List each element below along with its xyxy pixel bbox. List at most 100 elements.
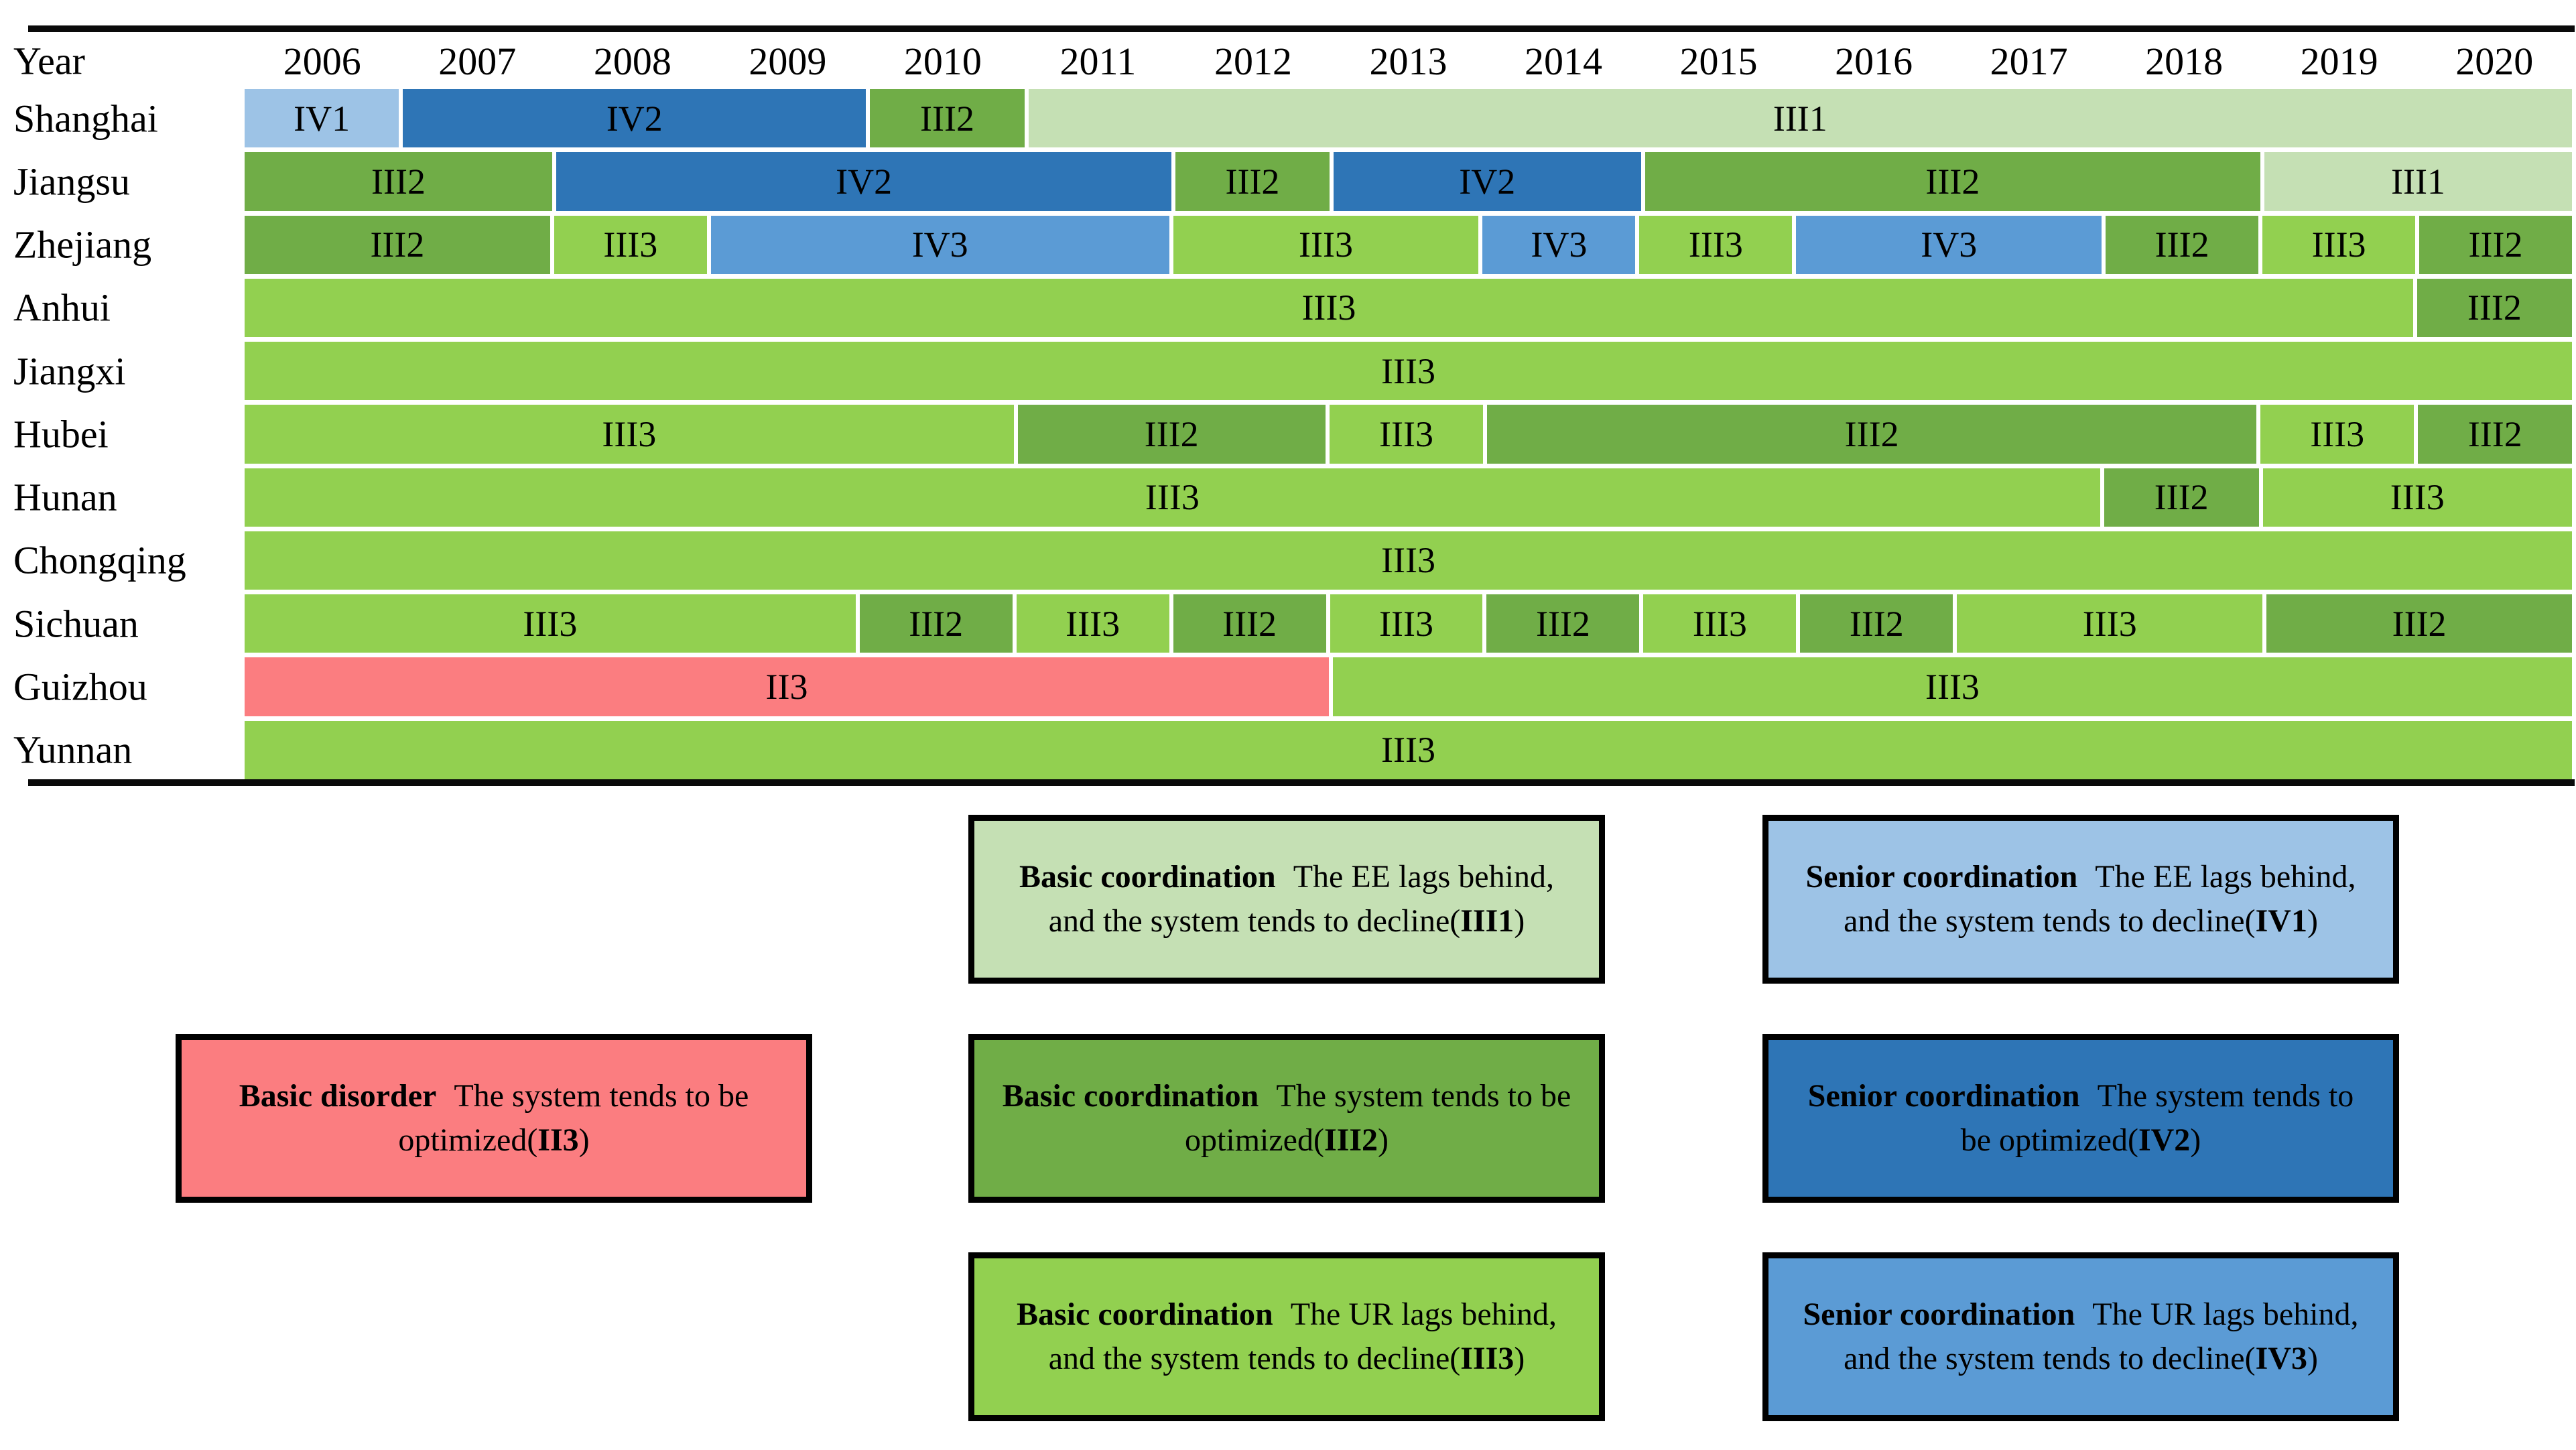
province-rows: Shanghai IV1 IV2 III2 III1 Jiangsu III2 IV2 III2… bbox=[0, 89, 2576, 779]
legend-desc-iii2: The system tends to be optimized( bbox=[1185, 1077, 1571, 1158]
province-row-hubei: Hubei III3 III2 III3 III2 III3 III2 bbox=[0, 405, 2576, 464]
legend-close-iii2: ) bbox=[1378, 1122, 1389, 1158]
province-row-hunan: Hunan III3 III2 III3 bbox=[0, 468, 2576, 527]
segment-jiangsu-iii2-2015: III2 bbox=[1645, 152, 2260, 211]
year-tick-2008: 2008 bbox=[593, 39, 671, 83]
segment-sichuan-iii3-2011: III3 bbox=[1016, 594, 1169, 653]
segment-jiangsu-iv2-2013: IV2 bbox=[1333, 152, 1641, 211]
segment-zhejiang-iii3-2008: III3 bbox=[554, 215, 707, 274]
legend-code-iv1: IV1 bbox=[2255, 903, 2307, 939]
province-track-chongqing: III3 bbox=[245, 531, 2572, 590]
province-row-sichuan: Sichuan III3 III2 III3 III2 III3 III2 III3 III2 I… bbox=[0, 594, 2576, 653]
year-axis-ticks: 2006 2007 2008 2009 2010 2011 2012 2013 2014 2015… bbox=[245, 35, 2572, 87]
year-tick-2016: 2016 bbox=[1835, 39, 1913, 83]
legend-code-iii1: III1 bbox=[1460, 903, 1515, 939]
province-row-guizhou: Guizhou II3 III3 bbox=[0, 657, 2576, 716]
legend-code-iii3: III3 bbox=[1460, 1341, 1515, 1376]
segment-hubei-iii2-2011: III2 bbox=[1017, 405, 1326, 464]
year-tick-2019: 2019 bbox=[2300, 39, 2378, 83]
segment-shanghai-iv1-2006: IV1 bbox=[245, 89, 399, 148]
legend-desc-iv1: The EE lags behind, and the system tends… bbox=[1844, 858, 2356, 939]
year-tick-2013: 2013 bbox=[1369, 39, 1447, 83]
province-label-hubei: Hubei bbox=[13, 412, 109, 456]
segment-jiangsu-iii2-2006: III2 bbox=[245, 152, 553, 211]
province-track-guizhou: II3 III3 bbox=[245, 657, 2572, 716]
year-tick-2018: 2018 bbox=[2145, 39, 2224, 83]
legend-lead-iii1: Basic coordination bbox=[1019, 858, 1276, 895]
legend-desc-iii3: The UR lags behind, and the system tends… bbox=[1048, 1296, 1557, 1376]
segment-chongqing-iii3-2006: III3 bbox=[245, 531, 2572, 590]
legend-lead-iv3: Senior coordination bbox=[1803, 1296, 2075, 1332]
segment-sichuan-iii2-2016: III2 bbox=[1800, 594, 1953, 653]
legend-code-ii3: II3 bbox=[537, 1122, 579, 1158]
segment-sichuan-iii2-2014: III2 bbox=[1486, 594, 1640, 653]
chart-bottom-border bbox=[28, 779, 2575, 786]
segment-zhejiang-iii2-2006: III2 bbox=[245, 215, 550, 274]
segment-hubei-iii3-2013: III3 bbox=[1329, 405, 1484, 464]
legend-text-iii1: Basic coordination The EE lags behind, an… bbox=[999, 855, 1575, 943]
legend-lead-iii3: Basic coordination bbox=[1017, 1296, 1273, 1332]
province-label-jiangxi: Jiangxi bbox=[13, 349, 126, 393]
legend-box-ii3: Basic disorder The system tends to be opt… bbox=[176, 1034, 812, 1203]
segment-hunan-iii3-2019: III3 bbox=[2262, 468, 2572, 527]
segment-hunan-iii3-2006: III3 bbox=[245, 468, 2100, 527]
legend-lead-iii2: Basic coordination bbox=[1002, 1077, 1259, 1114]
segment-sichuan-iii3-2015: III3 bbox=[1643, 594, 1797, 653]
province-row-anhui: Anhui III3 III2 bbox=[0, 278, 2576, 338]
segment-hunan-iii2-2018: III2 bbox=[2104, 468, 2259, 527]
segment-zhejiang-iii3-2015: III3 bbox=[1639, 215, 1793, 274]
province-label-sichuan: Sichuan bbox=[13, 602, 139, 646]
legend-lead-iv2: Senior coordination bbox=[1807, 1077, 2080, 1114]
legend-text-iii2: Basic coordination The system tends to be… bbox=[999, 1074, 1575, 1163]
year-tick-2010: 2010 bbox=[903, 39, 982, 83]
segment-guizhou-iii3-2013: III3 bbox=[1332, 657, 2572, 716]
segment-sichuan-iii2-2012: III2 bbox=[1173, 594, 1326, 653]
legend-close-iii3: ) bbox=[1514, 1341, 1525, 1376]
segment-hubei-iii2-2014: III2 bbox=[1487, 405, 2256, 464]
segment-zhejiang-iv3-2009: IV3 bbox=[710, 215, 1169, 274]
province-label-zhejiang: Zhejiang bbox=[13, 222, 152, 267]
legend-box-iv2: Senior coordination The system tends to b… bbox=[1762, 1034, 2399, 1203]
province-row-zhejiang: Zhejiang III2 III3 IV3 III3 IV3 III3 IV3 III2 III… bbox=[0, 215, 2576, 274]
legend-desc-iv3: The UR lags behind, and the system tends… bbox=[1844, 1296, 2359, 1376]
legend-desc-iv2: The system tends to be optimized( bbox=[1960, 1077, 2354, 1158]
province-label-jiangsu: Jiangsu bbox=[13, 159, 130, 204]
segment-sichuan-iii3-2017: III3 bbox=[1957, 594, 2263, 653]
legend-box-iii3: Basic coordination The UR lags behind, an… bbox=[968, 1252, 1605, 1421]
segment-zhejiang-iii2-2018: III2 bbox=[2106, 215, 2259, 274]
segment-sichuan-iii2-2010: III2 bbox=[859, 594, 1013, 653]
legend-text-iv2: Senior coordination The system tends to b… bbox=[1793, 1074, 2369, 1163]
legend-box-iv1: Senior coordination The EE lags behind, a… bbox=[1762, 815, 2399, 984]
province-row-yunnan: Yunnan III3 bbox=[0, 720, 2576, 779]
province-row-shanghai: Shanghai IV1 IV2 III2 III1 bbox=[0, 89, 2576, 148]
province-label-yunnan: Yunnan bbox=[13, 728, 133, 772]
segment-anhui-iii3-2006: III3 bbox=[245, 278, 2413, 338]
legend-close-iii1: ) bbox=[1514, 903, 1525, 939]
province-label-shanghai: Shanghai bbox=[13, 96, 158, 141]
segment-shanghai-iii2-2010: III2 bbox=[870, 89, 1025, 148]
province-track-hunan: III3 III2 III3 bbox=[245, 468, 2572, 527]
province-label-guizhou: Guizhou bbox=[13, 665, 147, 709]
province-row-jiangxi: Jiangxi III3 bbox=[0, 342, 2576, 401]
province-track-jiangxi: III3 bbox=[245, 342, 2572, 401]
segment-zhejiang-iii3-2012: III3 bbox=[1173, 215, 1479, 274]
segment-anhui-iii2-2020: III2 bbox=[2417, 278, 2572, 338]
legend-close-iv3: ) bbox=[2307, 1341, 2318, 1376]
segment-shanghai-iii1-2011: III1 bbox=[1028, 89, 2572, 148]
year-tick-2020: 2020 bbox=[2455, 39, 2534, 83]
legend-desc-iii1: The EE lags behind, and the system tends… bbox=[1048, 858, 1554, 939]
legend-box-iii2: Basic coordination The system tends to be… bbox=[968, 1034, 1605, 1203]
legend-text-ii3: Basic disorder The system tends to be opt… bbox=[206, 1074, 782, 1163]
segment-yunnan-iii3-2006: III3 bbox=[245, 720, 2572, 779]
province-track-jiangsu: III2 IV2 III2 IV2 III2 III1 bbox=[245, 152, 2572, 211]
province-row-chongqing: Chongqing III3 bbox=[0, 531, 2576, 590]
legend-text-iii3: Basic coordination The UR lags behind, an… bbox=[999, 1293, 1575, 1381]
legend-lead-iv1: Senior coordination bbox=[1805, 858, 2078, 895]
year-tick-2015: 2015 bbox=[1679, 39, 1758, 83]
segment-jiangsu-iii2-2012: III2 bbox=[1175, 152, 1330, 211]
year-tick-2006: 2006 bbox=[283, 39, 361, 83]
segment-hubei-iii3-2019: III3 bbox=[2260, 405, 2414, 464]
segment-guizhou-ii3-2006: II3 bbox=[245, 657, 1329, 716]
segment-zhejiang-iii3-2019: III3 bbox=[2262, 215, 2416, 274]
